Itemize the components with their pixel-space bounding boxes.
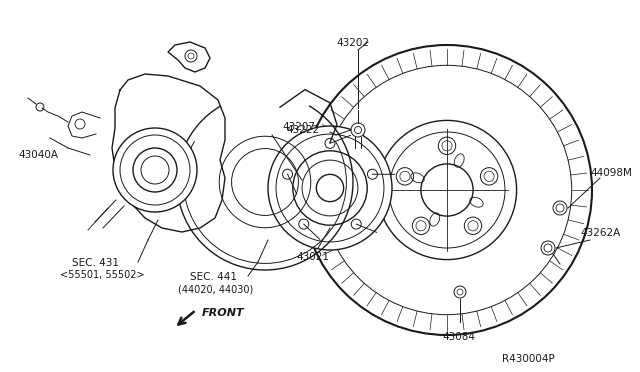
Circle shape	[412, 217, 429, 234]
Polygon shape	[168, 42, 210, 72]
Circle shape	[454, 286, 466, 298]
Text: 43040A: 43040A	[18, 150, 58, 160]
Circle shape	[396, 168, 413, 185]
Circle shape	[325, 138, 335, 148]
Text: 44098M: 44098M	[590, 168, 632, 178]
Text: (44020, 44030): (44020, 44030)	[178, 284, 253, 294]
Text: 43262A: 43262A	[580, 228, 620, 238]
Polygon shape	[112, 74, 225, 232]
Text: SEC. 441: SEC. 441	[190, 272, 237, 282]
Text: R430004P: R430004P	[502, 354, 555, 364]
Text: 43222: 43222	[286, 125, 319, 135]
Circle shape	[351, 219, 361, 229]
Circle shape	[113, 128, 197, 212]
Circle shape	[185, 50, 197, 62]
Circle shape	[302, 45, 592, 335]
Circle shape	[541, 241, 555, 255]
Text: SEC. 431: SEC. 431	[72, 258, 119, 268]
Circle shape	[299, 219, 308, 229]
Text: <55501, 55502>: <55501, 55502>	[60, 270, 145, 280]
Circle shape	[464, 217, 482, 234]
Circle shape	[351, 123, 365, 137]
Circle shape	[75, 119, 85, 129]
Circle shape	[438, 137, 456, 154]
Circle shape	[481, 168, 498, 185]
Text: 43084: 43084	[442, 332, 475, 342]
Text: 43202: 43202	[337, 38, 369, 48]
Circle shape	[553, 201, 567, 215]
Text: FRONT: FRONT	[202, 308, 244, 318]
Circle shape	[282, 169, 292, 179]
Text: 43021: 43021	[296, 252, 329, 262]
Circle shape	[367, 169, 378, 179]
Circle shape	[36, 103, 44, 111]
Text: 43207: 43207	[282, 122, 315, 132]
Circle shape	[268, 126, 392, 250]
